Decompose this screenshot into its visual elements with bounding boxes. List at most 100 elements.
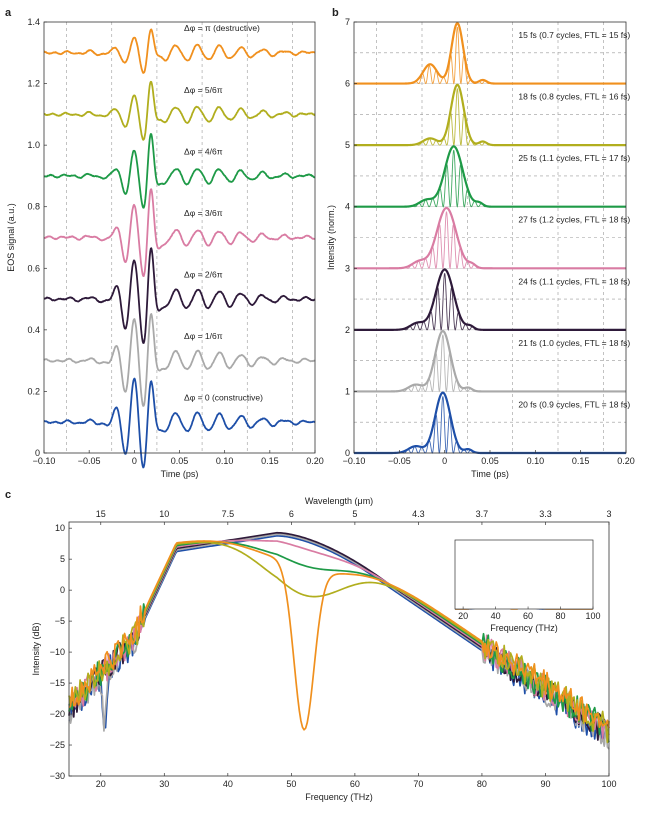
panel-c-inset-tick-label: 40 bbox=[491, 611, 501, 621]
panel-b-xtick-label: 0.10 bbox=[527, 456, 545, 466]
panel-a-series-label-2: Δφ = 4/6π bbox=[184, 146, 223, 156]
panel-label-b: b bbox=[332, 7, 339, 19]
panel-b-xtick-label: 0.05 bbox=[481, 456, 499, 466]
panel-b-series-label-1: 18 fs (0.8 cycles, FTL = 16 fs) bbox=[518, 92, 630, 102]
panel-a-ytick-label: 1.2 bbox=[27, 79, 40, 89]
panel-c-top-tick-label: 7.5 bbox=[222, 509, 235, 519]
panel-a-series-label-1: Δφ = 5/6π bbox=[184, 85, 223, 95]
panel-a-ytick-label: 0.8 bbox=[27, 202, 40, 212]
panel-c-xtick-label: 100 bbox=[601, 779, 616, 789]
panel-c-ylabel: Intensity (dB) bbox=[31, 622, 41, 675]
panel-c-ytick-label: −30 bbox=[50, 771, 65, 781]
panel-c-top-tick-label: 3 bbox=[606, 509, 611, 519]
panel-a-ylabel: EOS signal (a.u.) bbox=[6, 203, 16, 272]
panel-c-ytick-label: 0 bbox=[60, 585, 65, 595]
panel-c-top-tick-label: 5 bbox=[352, 509, 357, 519]
panel-c-xtick-label: 80 bbox=[477, 779, 487, 789]
panel-a-xlabel: Time (ps) bbox=[161, 469, 199, 479]
panel-a-series-label-0: Δφ = π (destructive) bbox=[184, 23, 260, 33]
panel-c-top-tick-label: 3.7 bbox=[476, 509, 489, 519]
panel-c-series-6 bbox=[68, 540, 610, 731]
panel-c-xtick-label: 30 bbox=[159, 779, 169, 789]
panel-a-ytick-label: 0 bbox=[35, 448, 40, 458]
panel-a-series-5 bbox=[43, 313, 316, 407]
panel-a-ytick-label: 0.2 bbox=[27, 386, 40, 396]
panel-c-inset-tick-label: 80 bbox=[556, 611, 566, 621]
panel-c-inset-tick-label: 20 bbox=[458, 611, 468, 621]
panel-b-ylabel: Intensity (norm.) bbox=[326, 205, 336, 270]
panel-c-inset-frame bbox=[454, 539, 594, 610]
panel-c-top-tick-label: 10 bbox=[159, 509, 169, 519]
panel-a-series-1 bbox=[43, 80, 316, 141]
panel-c-ytick-label: 5 bbox=[60, 554, 65, 564]
panel-c-ytick-label: 10 bbox=[55, 523, 65, 533]
panel-c-xtick-label: 70 bbox=[413, 779, 423, 789]
panel-b-envelope-1 bbox=[353, 83, 627, 147]
panel-b-ytick-label: 3 bbox=[345, 263, 350, 273]
panel-c-ytick-label: −5 bbox=[55, 616, 65, 626]
panel-a-series-3 bbox=[43, 188, 316, 277]
panel-b-ytick-label: 1 bbox=[345, 386, 350, 396]
panel-c-top-tick-label: 15 bbox=[96, 509, 106, 519]
panel-a-ytick-label: 1.4 bbox=[27, 17, 40, 27]
panel-b-series-label-2: 25 fs (1.1 cycles, FTL = 17 fs) bbox=[518, 153, 630, 163]
panel-b-envelope-5 bbox=[353, 329, 627, 393]
panel-c-xtick-label: 40 bbox=[223, 779, 233, 789]
panel-c-ytick-label: −20 bbox=[50, 709, 65, 719]
panel-b-xtick-label: 0.15 bbox=[572, 456, 590, 466]
panel-b-xtick-label: −0.10 bbox=[343, 456, 366, 466]
panel-label-c: c bbox=[5, 489, 11, 501]
panel-b-ytick-label: 7 bbox=[345, 17, 350, 27]
panel-b-ytick-label: 5 bbox=[345, 140, 350, 150]
panel-c-xtick-label: 50 bbox=[286, 779, 296, 789]
panel-b-ytick-label: 2 bbox=[345, 325, 350, 335]
panel-a-series-2 bbox=[43, 133, 316, 209]
panel-b-envelope-4 bbox=[353, 268, 627, 331]
panel-c-xtick-label: 20 bbox=[96, 779, 106, 789]
panel-a-ytick-label: 0.6 bbox=[27, 263, 40, 273]
panel-b-envelope-3 bbox=[353, 206, 627, 270]
panel-a-xtick-label: −0.10 bbox=[33, 456, 56, 466]
panel-a-xtick-label: 0.05 bbox=[171, 456, 189, 466]
panel-a-ytick-label: 0.4 bbox=[27, 325, 40, 335]
panel-a-xtick-label: 0.10 bbox=[216, 456, 234, 466]
panel-a-xtick-label: 0 bbox=[132, 456, 137, 466]
panel-c-ytick-label: −15 bbox=[50, 678, 65, 688]
panel-c-xtick-label: 60 bbox=[350, 779, 360, 789]
panel-b-xtick-label: 0.20 bbox=[617, 456, 635, 466]
panel-b-series-label-0: 15 fs (0.7 cycles, FTL = 15 fs) bbox=[518, 30, 630, 40]
panel-b-ytick-label: 6 bbox=[345, 79, 350, 89]
panel-b-envelope-2 bbox=[353, 145, 627, 208]
panel-c-top-xlabel: Wavelength (μm) bbox=[305, 496, 373, 506]
panel-b-xlabel: Time (ps) bbox=[471, 469, 509, 479]
panel-c-ytick-label: −25 bbox=[50, 740, 65, 750]
panel-a-xtick-label: 0.15 bbox=[261, 456, 279, 466]
panel-a-xtick-label: −0.05 bbox=[78, 456, 101, 466]
panel-b-envelope-0 bbox=[353, 22, 627, 85]
panel-b-xtick-label: 0 bbox=[442, 456, 447, 466]
panel-b-series-label-4: 24 fs (1.1 cycles, FTL = 18 fs) bbox=[518, 276, 630, 286]
panel-b-ytick-label: 4 bbox=[345, 202, 350, 212]
panel-a-ytick-label: 1.0 bbox=[27, 140, 40, 150]
panel-c-inset-tick-label: 60 bbox=[523, 611, 533, 621]
panel-a-series-6 bbox=[43, 377, 316, 469]
panel-c-top-tick-label: 3.3 bbox=[539, 509, 552, 519]
panel-a-series-label-5: Δφ = 1/6π bbox=[184, 331, 223, 341]
panel-c-xlabel: Frequency (THz) bbox=[305, 792, 373, 802]
panel-c-inset-xlabel: Frequency (THz) bbox=[490, 623, 558, 633]
panel-a-series-label-6: Δφ = 0 (constructive) bbox=[184, 393, 263, 403]
panel-a-series-label-3: Δφ = 3/6π bbox=[184, 208, 223, 218]
panel-a-series-0 bbox=[43, 28, 316, 74]
panel-c-xtick-label: 90 bbox=[540, 779, 550, 789]
panel-c-top-tick-label: 4.3 bbox=[412, 509, 425, 519]
panel-b-xtick-label: −0.05 bbox=[388, 456, 411, 466]
panel-b-ytick-label: 0 bbox=[345, 448, 350, 458]
panel-c-top-tick-label: 6 bbox=[289, 509, 294, 519]
panel-b-series-label-3: 27 fs (1.2 cycles, FTL = 18 fs) bbox=[518, 215, 630, 225]
panel-c-frame bbox=[68, 521, 610, 777]
panel-c-inset-tick-label: 100 bbox=[585, 611, 600, 621]
panel-b-series-label-5: 21 fs (1.0 cycles, FTL = 18 fs) bbox=[518, 338, 630, 348]
panel-c-ytick-label: −10 bbox=[50, 647, 65, 657]
